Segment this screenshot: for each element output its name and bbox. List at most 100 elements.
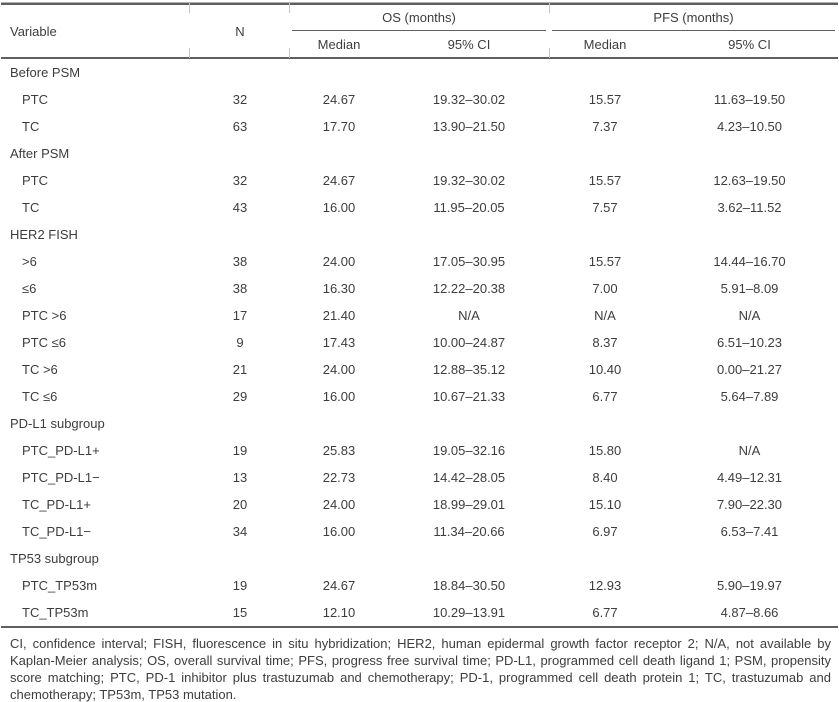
pfs-median-value: 10.40 bbox=[588, 362, 622, 377]
os-median-value: 24.00 bbox=[322, 254, 356, 269]
os-ci-value: N/A bbox=[458, 308, 480, 323]
table-row: PTC_TP53m 19 24.67 18.84–30.50 12.93 5.90–19.… bbox=[1, 572, 838, 599]
header-os-ci: 95% CI bbox=[389, 31, 549, 59]
n-value: 43 bbox=[232, 200, 248, 215]
table-row: PTC_PD-L1− 13 22.73 14.42–28.05 8.40 4.49–12.… bbox=[1, 464, 838, 491]
group-row: PD-L1 subgroup bbox=[1, 410, 838, 437]
pfs-median-value: 8.40 bbox=[592, 470, 618, 485]
os-median-value: 17.70 bbox=[322, 119, 356, 134]
row-label: TC bbox=[22, 200, 40, 215]
n-value: 9 bbox=[236, 335, 244, 350]
column-border-tick bbox=[189, 3, 190, 13]
table-row: PTC 32 24.67 19.32–30.02 15.57 12.63–19.50 bbox=[1, 167, 838, 194]
pfs-ci-value: 7.90–22.30 bbox=[716, 497, 783, 512]
os-median-value: 12.10 bbox=[322, 605, 356, 620]
pfs-median-value: 8.37 bbox=[592, 335, 618, 350]
os-median-value: 25.83 bbox=[322, 443, 356, 458]
pfs-median-value: 7.37 bbox=[592, 119, 618, 134]
group-label: Before PSM bbox=[10, 65, 81, 80]
row-label: ≤6 bbox=[22, 281, 37, 296]
row-label: TC >6 bbox=[22, 362, 58, 377]
table-row: TC ≤6 29 16.00 10.67–21.33 6.77 5.64–7.89 bbox=[1, 383, 838, 410]
column-border-tick bbox=[549, 3, 550, 13]
group-label: TP53 subgroup bbox=[10, 551, 99, 566]
table-row: PTC 32 24.67 19.32–30.02 15.57 11.63–19.50 bbox=[1, 86, 838, 113]
column-border-tick bbox=[289, 3, 290, 13]
os-ci-value: 19.05–32.16 bbox=[432, 443, 506, 458]
table-row: >6 38 24.00 17.05–30.95 15.57 14.44–16.70 bbox=[1, 248, 838, 275]
os-median-value: 21.40 bbox=[322, 308, 356, 323]
pfs-ci-value: 5.91–8.09 bbox=[720, 281, 779, 296]
row-label: >6 bbox=[22, 254, 37, 269]
os-ci-value: 13.90–21.50 bbox=[432, 119, 506, 134]
header-pfs-group: PFS (months) bbox=[549, 4, 838, 31]
pfs-ci-value: 5.64–7.89 bbox=[720, 389, 779, 404]
os-median-value: 24.00 bbox=[322, 497, 356, 512]
table-row: TC_PD-L1− 34 16.00 11.34–20.66 6.97 6.53–7.41 bbox=[1, 518, 838, 545]
os-pfs-table: Variable N OS (months) PFS (months) Medi… bbox=[1, 3, 838, 628]
pfs-ci-value: 4.23–10.50 bbox=[716, 119, 783, 134]
os-median-value: 16.00 bbox=[322, 389, 356, 404]
n-value: 38 bbox=[232, 254, 248, 269]
os-ci-value: 11.95–20.05 bbox=[433, 200, 505, 215]
pfs-median-value: 15.57 bbox=[588, 92, 622, 107]
os-median-value: 16.00 bbox=[322, 200, 356, 215]
column-border-tick bbox=[189, 48, 190, 58]
pfs-ci-value: 14.44–16.70 bbox=[713, 254, 786, 269]
os-ci-value: 10.00–24.87 bbox=[432, 335, 506, 350]
os-ci-value: 19.32–30.02 bbox=[432, 92, 506, 107]
table-row: ≤6 38 16.30 12.22–20.38 7.00 5.91–8.09 bbox=[1, 275, 838, 302]
group-label: HER2 FISH bbox=[10, 227, 78, 242]
pfs-ci-value: N/A bbox=[738, 443, 761, 458]
os-median-value: 24.67 bbox=[322, 92, 356, 107]
pfs-median-value: 12.93 bbox=[588, 578, 622, 593]
table-row: TC >6 21 24.00 12.88–35.12 10.40 0.00–21.27 bbox=[1, 356, 838, 383]
os-ci-value: 18.84–30.50 bbox=[432, 578, 506, 593]
table-header: Variable N OS (months) PFS (months) Medi… bbox=[1, 4, 838, 59]
os-ci-value: 18.99–29.01 bbox=[432, 497, 506, 512]
row-label: PTC bbox=[22, 173, 48, 188]
row-label: PTC_PD-L1− bbox=[22, 470, 100, 485]
n-value: 15 bbox=[232, 605, 248, 620]
os-group-label: OS (months) bbox=[292, 10, 546, 31]
pfs-ci-value: 0.00–21.27 bbox=[716, 362, 783, 377]
n-value: 63 bbox=[232, 119, 248, 134]
pfs-ci-value: 3.62–11.52 bbox=[717, 200, 782, 215]
pfs-ci-value: 4.87–8.66 bbox=[720, 605, 779, 620]
pfs-ci-value: 6.53–7.41 bbox=[720, 524, 779, 539]
group-label: PD-L1 subgroup bbox=[10, 416, 105, 431]
group-row: TP53 subgroup bbox=[1, 545, 838, 572]
row-label: PTC bbox=[22, 92, 48, 107]
column-border-tick bbox=[549, 48, 550, 58]
pfs-ci-value: 5.90–19.97 bbox=[716, 578, 783, 593]
pfs-ci-value: 6.51–10.23 bbox=[716, 335, 783, 350]
pfs-median-value: 7.00 bbox=[592, 281, 618, 296]
table-row: TC_PD-L1+ 20 24.00 18.99–29.01 15.10 7.90–22.… bbox=[1, 491, 838, 518]
header-pfs-ci: 95% CI bbox=[661, 31, 838, 59]
pfs-median-value: 15.80 bbox=[588, 443, 622, 458]
os-ci-value: 10.29–13.91 bbox=[432, 605, 506, 620]
pfs-group-label: PFS (months) bbox=[552, 10, 835, 31]
row-label: TC bbox=[22, 119, 40, 134]
n-value: 21 bbox=[232, 362, 248, 377]
row-label: TC ≤6 bbox=[22, 389, 58, 404]
pfs-median-value: 6.77 bbox=[592, 605, 618, 620]
os-ci-value: 10.67–21.33 bbox=[432, 389, 506, 404]
group-label: After PSM bbox=[10, 146, 70, 161]
table-row: TC 63 17.70 13.90–21.50 7.37 4.23–10.50 bbox=[1, 113, 838, 140]
pfs-median-value: 15.10 bbox=[588, 497, 622, 512]
table-row: PTC >6 17 21.40 N/A N/A N/A bbox=[1, 302, 838, 329]
os-ci-value: 12.88–35.12 bbox=[432, 362, 506, 377]
n-value: 17 bbox=[232, 308, 248, 323]
os-median-value: 16.30 bbox=[322, 281, 356, 296]
n-value: 38 bbox=[232, 281, 248, 296]
n-value: 19 bbox=[232, 578, 248, 593]
n-value: 34 bbox=[232, 524, 248, 539]
os-ci-value: 12.22–20.38 bbox=[432, 281, 506, 296]
pfs-median-value: 6.77 bbox=[592, 389, 618, 404]
header-os-group: OS (months) bbox=[289, 4, 549, 31]
pfs-ci-value: 12.63–19.50 bbox=[713, 173, 786, 188]
group-row: HER2 FISH bbox=[1, 221, 838, 248]
footnote: CI, confidence interval; FISH, fluoresce… bbox=[10, 636, 831, 702]
n-value: 20 bbox=[232, 497, 248, 512]
